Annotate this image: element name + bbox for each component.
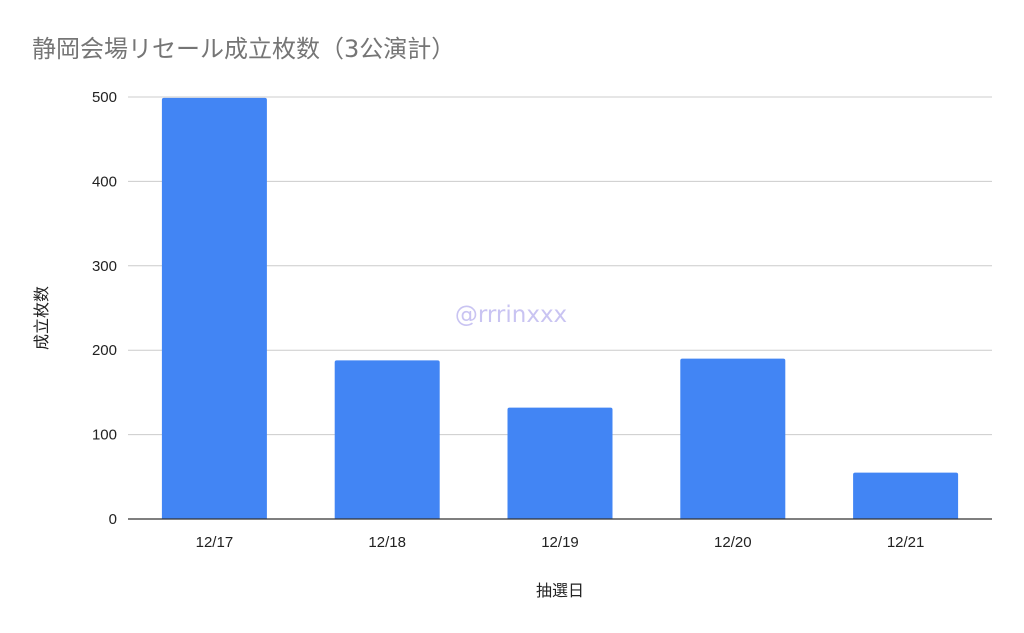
x-tick-label: 12/21 xyxy=(887,534,925,551)
x-tick-label: 12/18 xyxy=(368,534,406,551)
y-tick-label: 500 xyxy=(92,89,117,106)
x-axis-title: 抽選日 xyxy=(536,581,584,600)
x-axis-ticks: 12/17 12/18 12/19 12/20 12/21 xyxy=(196,534,925,551)
bar-12-19 xyxy=(507,407,613,519)
bar-12-21 xyxy=(853,472,959,519)
y-tick-label: 0 xyxy=(109,511,117,528)
bar-12-18 xyxy=(334,360,440,519)
x-tick-label: 12/19 xyxy=(541,534,579,551)
y-tick-label: 200 xyxy=(92,342,117,359)
bar-12-17 xyxy=(161,97,267,520)
bars xyxy=(161,97,959,520)
y-axis-ticks: 0 100 200 300 400 500 xyxy=(92,89,117,528)
watermark-text: @rrrinxxx xyxy=(455,302,567,328)
y-tick-label: 100 xyxy=(92,427,117,444)
grid xyxy=(128,96,992,436)
chart-title: 静岡会場リセール成立枚数（3公演計） xyxy=(32,35,455,63)
bar-12-20 xyxy=(680,358,786,519)
y-tick-label: 400 xyxy=(92,173,117,190)
x-tick-label: 12/17 xyxy=(196,534,234,551)
x-tick-label: 12/20 xyxy=(714,534,752,551)
y-axis-title: 成立枚数 xyxy=(32,286,51,350)
y-tick-label: 300 xyxy=(92,258,117,275)
